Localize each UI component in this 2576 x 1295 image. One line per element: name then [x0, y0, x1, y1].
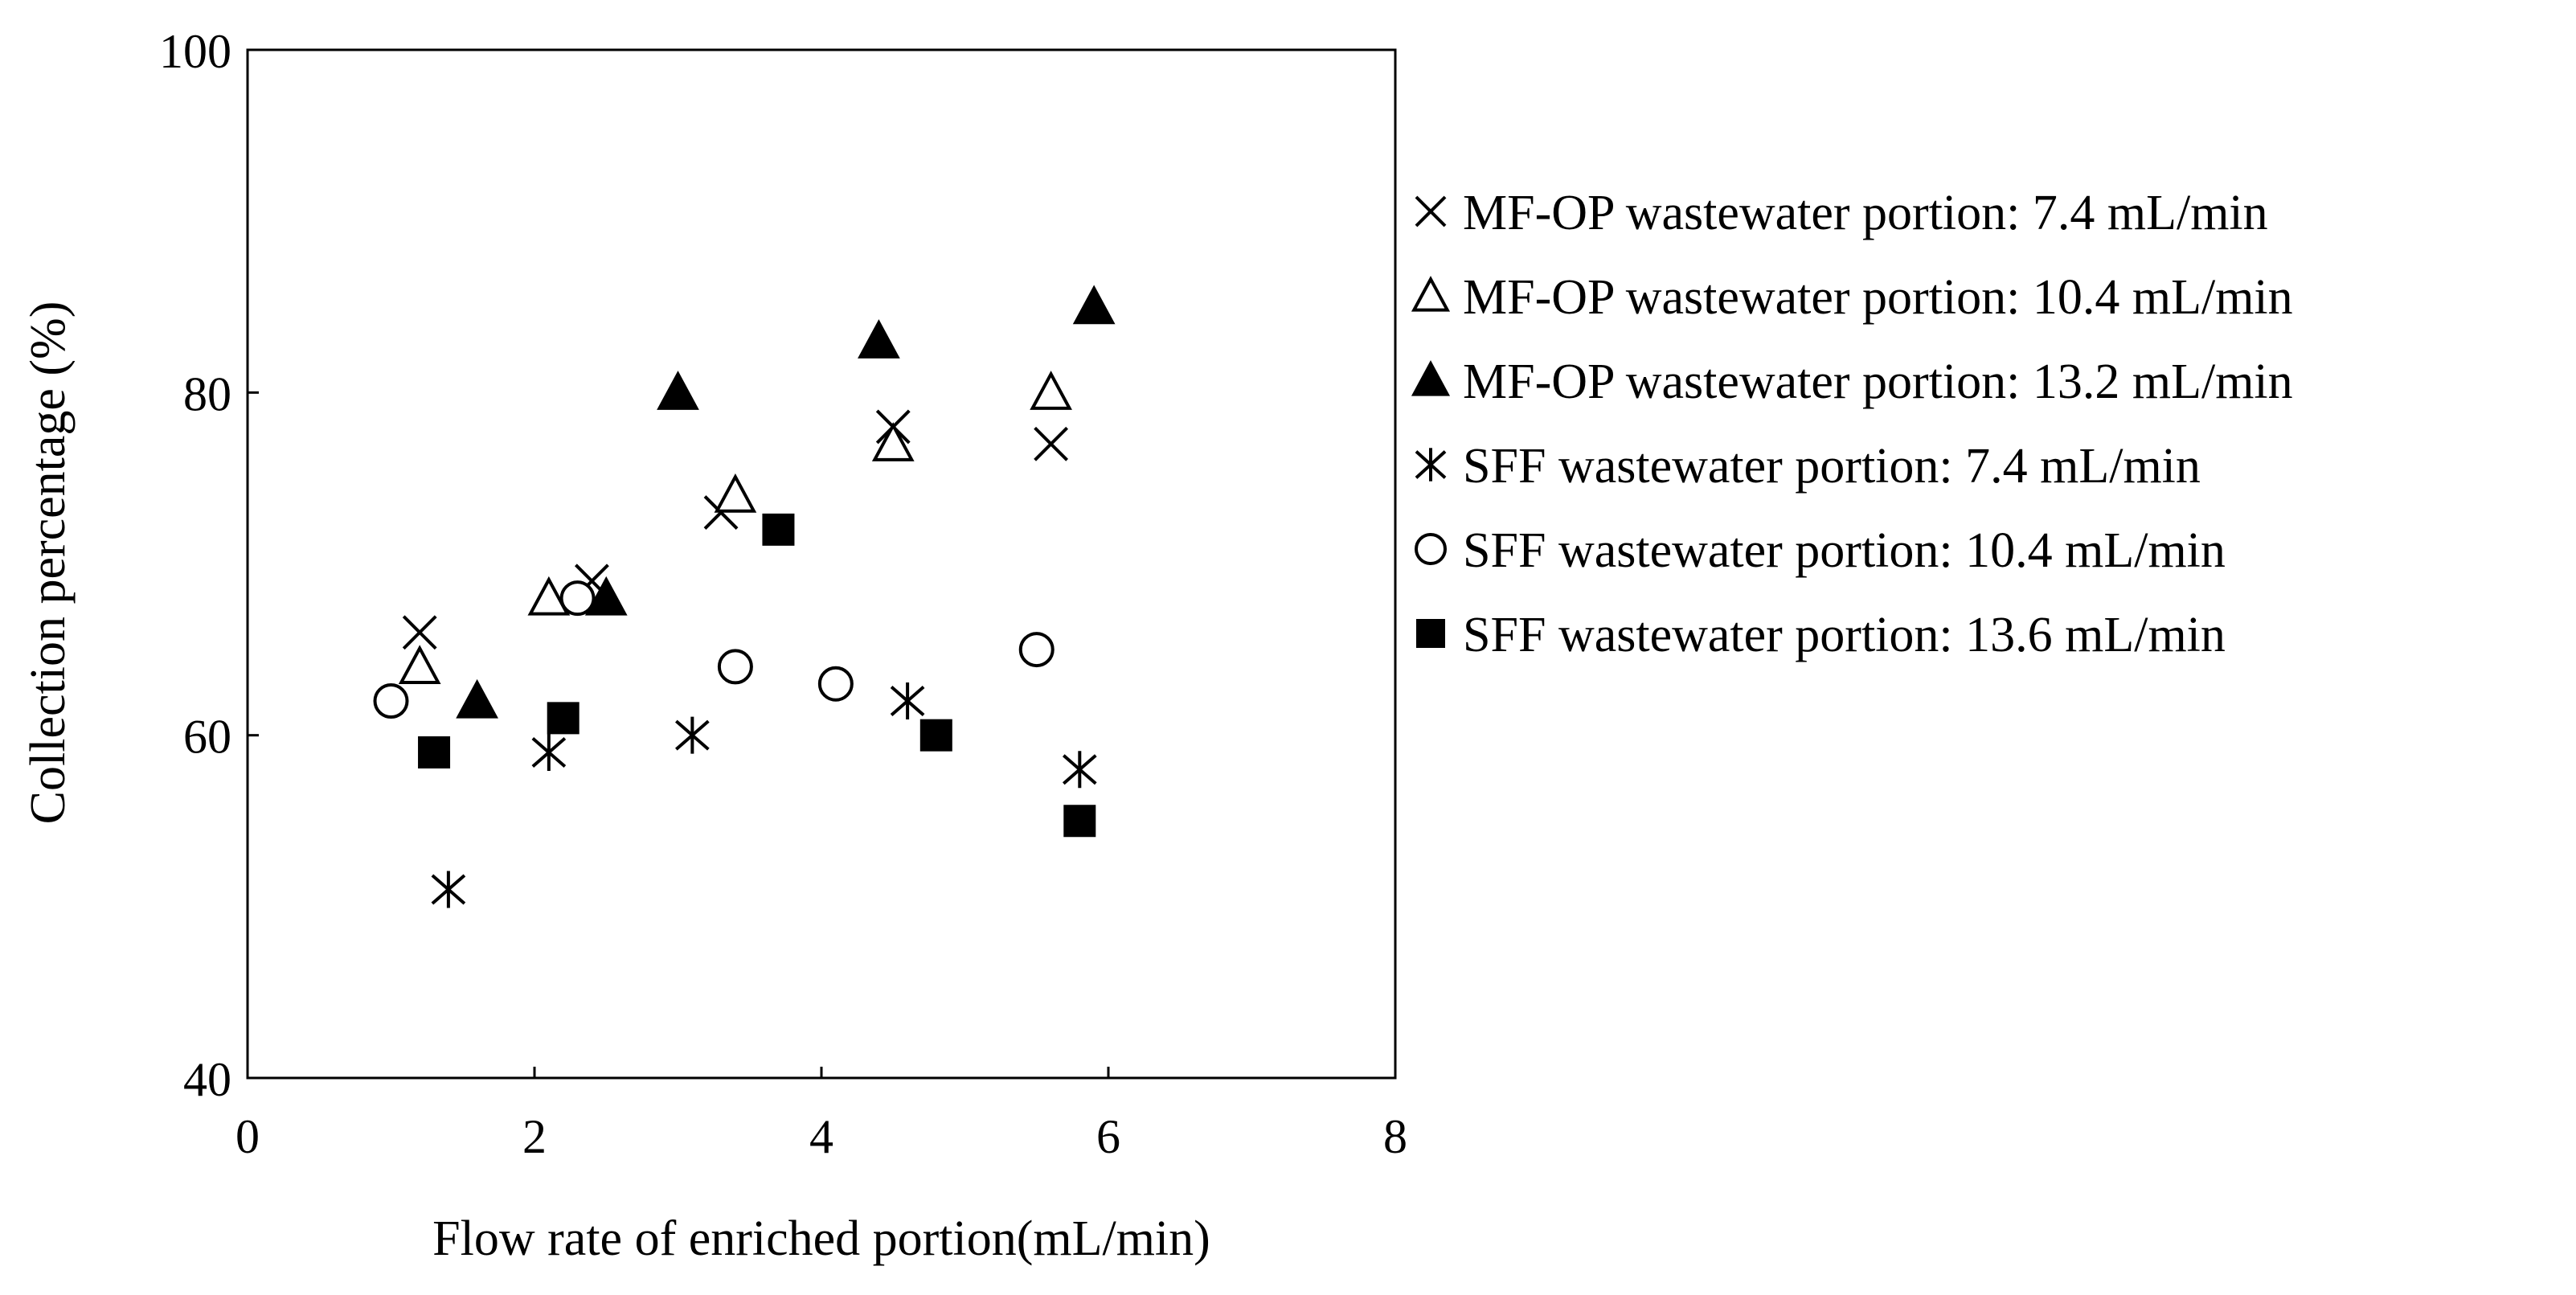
data-point: [871, 422, 915, 461]
data-point: [373, 683, 409, 719]
x-tick-label: 2: [522, 1110, 547, 1163]
data-point: [1018, 632, 1055, 668]
data-point: [675, 716, 710, 754]
legend-item: MF-OP wastewater portion: 10.4 mL/min: [1411, 270, 2293, 325]
data-point: [919, 719, 952, 752]
data-point: [402, 615, 437, 650]
y-axis-ticks: 40 60 80 100: [159, 25, 259, 1106]
legend-marker: [1415, 195, 1447, 227]
data-point: [858, 319, 900, 359]
x-tick-label: 8: [1383, 1110, 1407, 1163]
legend: MF-OP wastewater portion: 7.4 mL/min MF-O…: [1411, 186, 2293, 662]
data-point: [714, 473, 757, 513]
legend-marker: [1415, 448, 1447, 482]
data-point: [717, 649, 753, 685]
data-point: [1030, 371, 1072, 410]
data-point: [762, 513, 795, 546]
data-point: [527, 576, 571, 616]
legend-marker: [1415, 533, 1447, 565]
legend-label: SFF wastewater portion: 13.6 mL/min: [1463, 608, 2226, 662]
y-tick-label: 40: [183, 1053, 231, 1106]
legend-label: SFF wastewater portion: 10.4 mL/min: [1463, 523, 2226, 578]
data-point: [1034, 426, 1069, 461]
data-point: [531, 733, 567, 771]
legend-marker: [1411, 276, 1451, 312]
data-point: [398, 645, 441, 684]
x-tick-label: 4: [809, 1110, 833, 1163]
data-point: [1062, 751, 1097, 789]
data-point: [817, 666, 854, 702]
y-axis-label: Collection percentage (%): [21, 301, 76, 825]
x-tick-label: 0: [235, 1110, 260, 1163]
legend-item: SFF wastewater portion: 7.4 mL/min: [1415, 439, 2201, 494]
x-axis-ticks: 0 2 4 6 8: [235, 1067, 1407, 1163]
data-point: [657, 371, 699, 410]
x-axis-label: Flow rate of enriched portion(mL/min): [432, 1211, 1210, 1266]
legend-marker: [1411, 360, 1451, 396]
legend-item: MF-OP wastewater portion: 13.2 mL/min: [1411, 354, 2293, 409]
data-point: [456, 678, 498, 719]
data-point: [431, 871, 466, 908]
legend-item: SFF wastewater portion: 10.4 mL/min: [1415, 523, 2226, 578]
y-tick-label: 80: [183, 367, 231, 420]
legend-label: MF-OP wastewater portion: 7.4 mL/min: [1463, 186, 2268, 240]
data-points: [373, 285, 1116, 908]
legend-item: SFF wastewater portion: 13.6 mL/min: [1416, 608, 2226, 662]
data-point: [584, 576, 628, 616]
data-point: [1072, 285, 1116, 325]
legend-marker: [1416, 619, 1445, 648]
plot-frame: [246, 48, 1397, 1080]
legend-label: MF-OP wastewater portion: 10.4 mL/min: [1463, 270, 2293, 325]
data-point: [547, 702, 579, 735]
data-point: [890, 682, 925, 720]
x-tick-label: 6: [1096, 1110, 1120, 1163]
data-point: [559, 580, 596, 617]
legend-item: MF-OP wastewater portion: 7.4 mL/min: [1415, 186, 2268, 240]
legend-label: SFF wastewater portion: 7.4 mL/min: [1463, 439, 2201, 494]
y-tick-label: 60: [183, 711, 231, 764]
legend-label: MF-OP wastewater portion: 13.2 mL/min: [1463, 354, 2293, 409]
y-tick-label: 100: [159, 25, 231, 78]
data-point: [1063, 805, 1096, 838]
data-point: [418, 736, 451, 768]
